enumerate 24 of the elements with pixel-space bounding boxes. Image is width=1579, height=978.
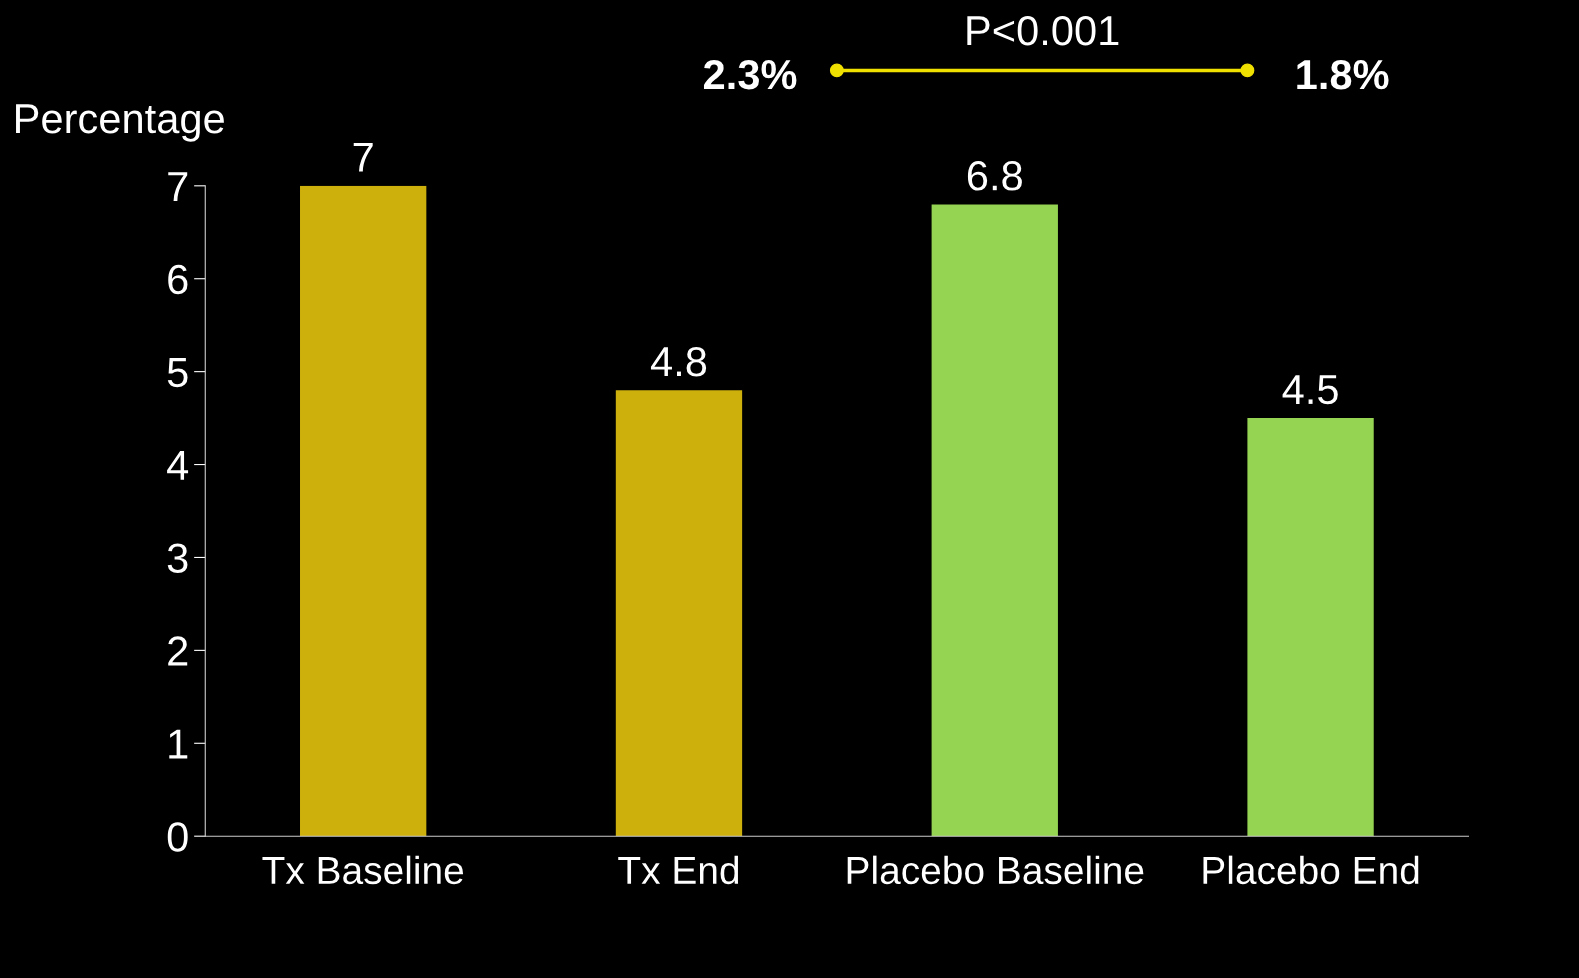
y-tick-label: 3 <box>167 543 188 573</box>
x-tick-label: Tx Baseline <box>262 855 464 885</box>
text: 1.8% <box>1297 59 1389 90</box>
bar <box>931 204 1058 837</box>
y-tick-label: 0 <box>167 822 188 852</box>
bar <box>300 185 427 837</box>
y-tick-label: 6 <box>168 264 188 295</box>
x-tick-label: Tx End <box>618 855 739 885</box>
data-label: 4.8 <box>650 346 707 377</box>
y-axis-title: Percentage <box>16 104 224 142</box>
data-label: 6.8 <box>967 161 1022 191</box>
y-tick-label: 1 <box>169 729 188 759</box>
y-tick-label: 4 <box>167 450 189 480</box>
bar <box>1247 418 1374 837</box>
text: 2.3% <box>703 59 797 90</box>
bar <box>615 390 743 837</box>
y-tick-label: 2 <box>168 636 188 666</box>
x-tick-label: Placebo End <box>1203 855 1419 885</box>
y-tick-label: 7 <box>168 172 188 201</box>
y-tick-label: 5 <box>167 358 188 388</box>
x-tick-label: Placebo Baseline <box>847 855 1144 885</box>
text: P<0.001 <box>967 15 1119 46</box>
data-label: 4.5 <box>1282 375 1338 405</box>
data-label: 7 <box>353 142 373 172</box>
